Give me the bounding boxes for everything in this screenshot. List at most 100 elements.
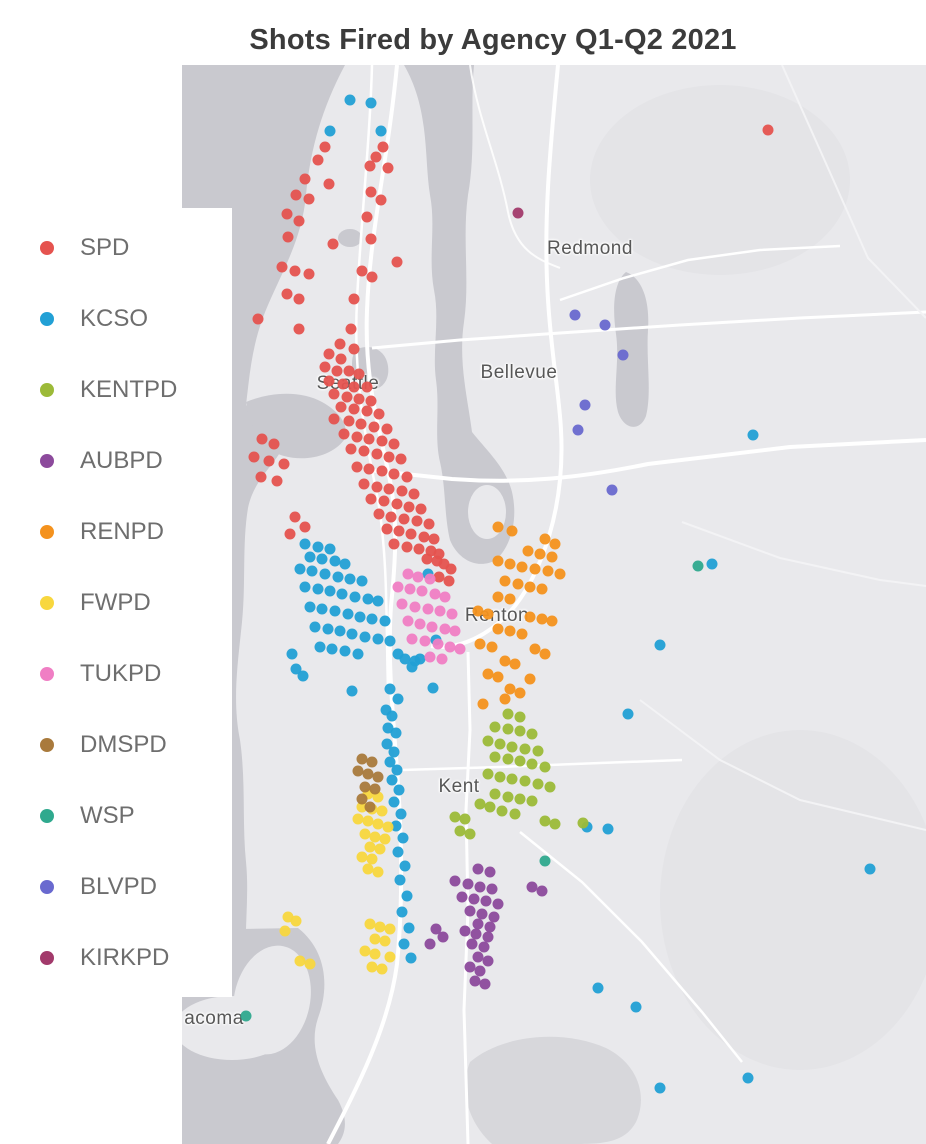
scatter-point-fwpd[interactable]	[379, 833, 391, 845]
scatter-point-renpd[interactable]	[492, 555, 504, 567]
scatter-point-tukpd[interactable]	[402, 568, 414, 580]
scatter-point-kcso[interactable]	[747, 429, 759, 441]
scatter-point-spd[interactable]	[278, 458, 290, 470]
legend-item-fwpd[interactable]: FWPD	[0, 567, 232, 638]
scatter-point-tukpd[interactable]	[402, 615, 414, 627]
scatter-point-kcso[interactable]	[706, 558, 718, 570]
scatter-point-fwpd[interactable]	[362, 815, 374, 827]
scatter-point-renpd[interactable]	[524, 673, 536, 685]
scatter-point-spd[interactable]	[351, 431, 363, 443]
scatter-point-spd[interactable]	[303, 193, 315, 205]
scatter-point-kentpd[interactable]	[482, 768, 494, 780]
scatter-point-kcso[interactable]	[354, 611, 366, 623]
scatter-point-spd[interactable]	[388, 438, 400, 450]
scatter-point-kcso[interactable]	[392, 846, 404, 858]
scatter-point-renpd[interactable]	[504, 683, 516, 695]
scatter-point-wsp[interactable]	[539, 855, 551, 867]
legend-item-blvpd[interactable]: BLVPD	[0, 851, 232, 922]
scatter-point-blvpd[interactable]	[617, 349, 629, 361]
scatter-point-spd[interactable]	[423, 518, 435, 530]
scatter-point-spd[interactable]	[377, 141, 389, 153]
scatter-point-kcso[interactable]	[381, 738, 393, 750]
scatter-point-spd[interactable]	[319, 141, 331, 153]
scatter-point-kcso[interactable]	[352, 648, 364, 660]
scatter-point-spd[interactable]	[368, 421, 380, 433]
scatter-point-fwpd[interactable]	[384, 923, 396, 935]
scatter-point-aubpd[interactable]	[468, 893, 480, 905]
scatter-point-kcso[interactable]	[349, 591, 361, 603]
scatter-point-aubpd[interactable]	[459, 925, 471, 937]
scatter-point-kentpd[interactable]	[489, 788, 501, 800]
scatter-point-tukpd[interactable]	[432, 638, 444, 650]
scatter-point-dmspd[interactable]	[364, 801, 376, 813]
scatter-point-kcso[interactable]	[395, 808, 407, 820]
scatter-point-kcso[interactable]	[342, 608, 354, 620]
scatter-point-fwpd[interactable]	[352, 813, 364, 825]
scatter-point-kentpd[interactable]	[539, 815, 551, 827]
scatter-point-renpd[interactable]	[509, 658, 521, 670]
scatter-point-renpd[interactable]	[554, 568, 566, 580]
scatter-point-renpd[interactable]	[499, 575, 511, 587]
scatter-point-kcso[interactable]	[384, 756, 396, 768]
scatter-point-spd[interactable]	[365, 186, 377, 198]
scatter-point-aubpd[interactable]	[482, 955, 494, 967]
scatter-point-renpd[interactable]	[482, 668, 494, 680]
scatter-point-spd[interactable]	[365, 395, 377, 407]
scatter-point-tukpd[interactable]	[392, 581, 404, 593]
scatter-point-aubpd[interactable]	[472, 918, 484, 930]
scatter-point-spd[interactable]	[383, 483, 395, 495]
scatter-point-kcso[interactable]	[375, 125, 387, 137]
scatter-point-spd[interactable]	[281, 208, 293, 220]
scatter-point-kcso[interactable]	[324, 543, 336, 555]
scatter-point-spd[interactable]	[388, 468, 400, 480]
scatter-point-kentpd[interactable]	[514, 793, 526, 805]
scatter-point-spd[interactable]	[428, 533, 440, 545]
scatter-point-spd[interactable]	[248, 451, 260, 463]
scatter-point-spd[interactable]	[341, 391, 353, 403]
scatter-point-spd[interactable]	[391, 256, 403, 268]
scatter-point-spd[interactable]	[343, 415, 355, 427]
scatter-point-spd[interactable]	[353, 393, 365, 405]
scatter-point-spd[interactable]	[381, 523, 393, 535]
scatter-point-aubpd[interactable]	[469, 975, 481, 987]
scatter-point-tukpd[interactable]	[424, 651, 436, 663]
scatter-point-spd[interactable]	[255, 471, 267, 483]
scatter-point-kcso[interactable]	[397, 832, 409, 844]
scatter-point-tukpd[interactable]	[412, 571, 424, 583]
scatter-point-spd[interactable]	[373, 508, 385, 520]
scatter-point-kcso[interactable]	[319, 568, 331, 580]
scatter-point-dmspd[interactable]	[362, 768, 374, 780]
scatter-point-spd[interactable]	[293, 215, 305, 227]
scatter-point-wsp[interactable]	[240, 1010, 252, 1022]
scatter-point-spd[interactable]	[363, 433, 375, 445]
scatter-point-kcso[interactable]	[339, 558, 351, 570]
scatter-point-renpd[interactable]	[529, 643, 541, 655]
scatter-point-spd[interactable]	[421, 553, 433, 565]
scatter-point-spd[interactable]	[289, 265, 301, 277]
scatter-point-tukpd[interactable]	[404, 583, 416, 595]
scatter-point-kcso[interactable]	[286, 648, 298, 660]
scatter-point-aubpd[interactable]	[484, 921, 496, 933]
scatter-point-spd[interactable]	[293, 293, 305, 305]
scatter-point-renpd[interactable]	[474, 638, 486, 650]
scatter-point-spd[interactable]	[312, 154, 324, 166]
scatter-point-kcso[interactable]	[390, 727, 402, 739]
scatter-point-spd[interactable]	[398, 513, 410, 525]
scatter-point-kentpd[interactable]	[489, 721, 501, 733]
scatter-point-kcso[interactable]	[384, 683, 396, 695]
scatter-point-blvpd[interactable]	[569, 309, 581, 321]
scatter-point-kentpd[interactable]	[449, 811, 461, 823]
scatter-point-kentpd[interactable]	[544, 781, 556, 793]
scatter-point-tukpd[interactable]	[429, 588, 441, 600]
scatter-point-kcso[interactable]	[399, 653, 411, 665]
scatter-point-renpd[interactable]	[529, 563, 541, 575]
scatter-point-kentpd[interactable]	[484, 801, 496, 813]
legend-item-tukpd[interactable]: TUKPD	[0, 638, 232, 709]
scatter-point-kentpd[interactable]	[532, 778, 544, 790]
scatter-point-spd[interactable]	[338, 428, 350, 440]
scatter-point-dmspd[interactable]	[366, 756, 378, 768]
scatter-point-kcso[interactable]	[654, 1082, 666, 1094]
scatter-point-renpd[interactable]	[472, 605, 484, 617]
scatter-point-renpd[interactable]	[504, 593, 516, 605]
scatter-point-kcso[interactable]	[654, 639, 666, 651]
